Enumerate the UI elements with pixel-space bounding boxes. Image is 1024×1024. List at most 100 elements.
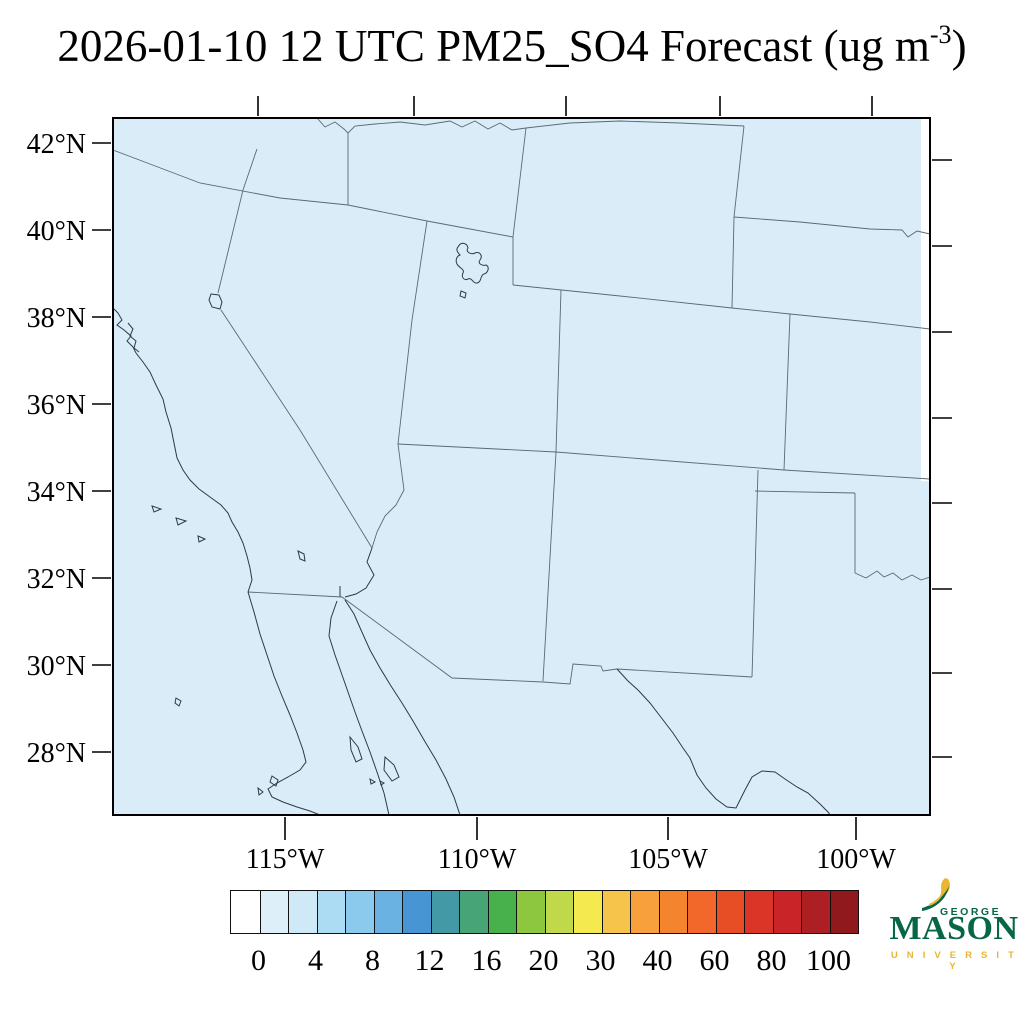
border-idaho-wyoming [512, 127, 527, 285]
island-channel-1 [151, 505, 163, 513]
colorbar-cell [487, 891, 516, 933]
lat-label: 28°N [27, 738, 86, 769]
lake-salton [297, 550, 306, 562]
colorbar-cell [829, 891, 858, 933]
island-guadalupe [174, 697, 182, 707]
lon-label: 110°W [438, 844, 517, 875]
map-geography [113, 118, 930, 815]
colorbar-tick-label: 40 [642, 944, 673, 977]
colorbar-cell [744, 891, 773, 933]
border-utah-colorado [555, 289, 562, 453]
colorbar-tick-label: 80 [756, 944, 787, 977]
border-oregon-idaho [316, 118, 349, 205]
flame-icon [922, 878, 950, 911]
island-tiburon [383, 755, 400, 782]
colorbar-cell [687, 891, 716, 933]
border-rio-grande [616, 668, 831, 815]
map-background [113, 118, 930, 815]
colorbar-cell [516, 891, 545, 933]
lat-label: 30°N [27, 651, 86, 682]
logo-mason-text: MASON [889, 910, 1019, 947]
lake-utah [459, 290, 467, 299]
colorbar-tick-label: 20 [528, 944, 559, 977]
colorbar-cell [544, 891, 573, 933]
colorbar-tick-label: 16 [471, 944, 502, 977]
border-nevada-utah [397, 220, 428, 445]
colorbar-cell [231, 891, 260, 933]
island-small-2 [379, 780, 385, 786]
colorbar-cell [373, 891, 402, 933]
coast-baja-west [247, 591, 321, 815]
border-california-nevada-diagonal [220, 309, 373, 549]
coast-california [113, 307, 253, 593]
lat-label: 42°N [27, 129, 86, 160]
title-text: 2026-01-10 12 UTC PM25_SO4 Forecast (ug … [57, 21, 930, 71]
lon-axis: 115°W 110°W 105°W 100°W [246, 817, 896, 875]
island-channel-3 [197, 535, 207, 543]
colorbar-cell [288, 891, 317, 933]
lat-label: 34°N [27, 477, 86, 508]
colorbar-labels: 0 4 8 12 16 20 30 40 60 80 100 [0, 944, 1024, 980]
border-us-mexico [247, 591, 618, 685]
border-montana [347, 120, 745, 134]
logo-university-text: U N I V E R S I T Y [890, 950, 1018, 972]
island-channel-2 [175, 517, 188, 526]
map-domain-edge [921, 119, 929, 481]
lat-label: 36°N [27, 390, 86, 421]
border-43n [733, 216, 930, 238]
colorbar-cell [345, 891, 374, 933]
colorbar-cell [772, 891, 801, 933]
colorbar-cell [601, 891, 630, 933]
coast-sonora [344, 599, 461, 815]
border-32n [616, 668, 753, 678]
border-41n [512, 284, 930, 330]
island-cedros [269, 775, 279, 787]
lat-label: 38°N [27, 303, 86, 334]
colorbar-cell [459, 891, 488, 933]
gmu-logo: GEORGE MASON U N I V E R S I T Y [888, 878, 1020, 972]
border-colorado-river [344, 547, 375, 598]
colorbar-cell [658, 891, 687, 933]
colorbar-cells [231, 891, 858, 933]
island-small-1 [369, 777, 377, 785]
lat-axis-right [932, 159, 952, 758]
colorbar-tick-label: 0 [251, 944, 266, 977]
border-37n [397, 443, 930, 480]
colorbar-tick-label: 4 [308, 944, 323, 977]
colorbar-cell [573, 891, 602, 933]
border-texas-panhandle-north [754, 490, 856, 494]
island-benito [257, 786, 264, 796]
colorbar-tick-label: 8 [365, 944, 380, 977]
lon-label: 100°W [816, 844, 896, 875]
colorbar-cell [430, 891, 459, 933]
lat-label: 40°N [27, 216, 86, 247]
border-arizona-new-mexico [542, 451, 557, 682]
border-colorado-east [783, 313, 791, 471]
lon-label: 105°W [628, 844, 708, 875]
colorbar-tick-label: 30 [585, 944, 616, 977]
lat-label: 32°N [27, 564, 86, 595]
lon-label: 115°W [246, 844, 325, 875]
colorbar-tick-label: 12 [414, 944, 445, 977]
lat-axis: 42°N 40°N 38°N 36°N 34°N 32°N 30°N 28°N [27, 129, 111, 769]
coast-baja-east [328, 600, 390, 815]
page-title: 2026-01-10 12 UTC PM25_SO4 Forecast (ug … [0, 20, 1024, 72]
border-california-nevada-north [217, 148, 258, 294]
lake-great-salt [455, 242, 489, 284]
coast-sf-bay [127, 322, 140, 353]
colorbar-cell [801, 891, 830, 933]
title-superscript: -3 [929, 20, 952, 49]
colorbar-cell [630, 891, 659, 933]
colorbar-tick-label: 100 [806, 944, 851, 977]
colorbar-cell [402, 891, 431, 933]
colorbar-tick-label: 60 [699, 944, 730, 977]
colorbar-cell [715, 891, 744, 933]
colorbar-cell [259, 891, 288, 933]
colorbar-cell [316, 891, 345, 933]
lake-tahoe [208, 293, 223, 310]
border-red-river [854, 570, 930, 581]
logo-george-text: GEORGE [940, 906, 1002, 918]
border-nevada-arizona [371, 443, 405, 549]
